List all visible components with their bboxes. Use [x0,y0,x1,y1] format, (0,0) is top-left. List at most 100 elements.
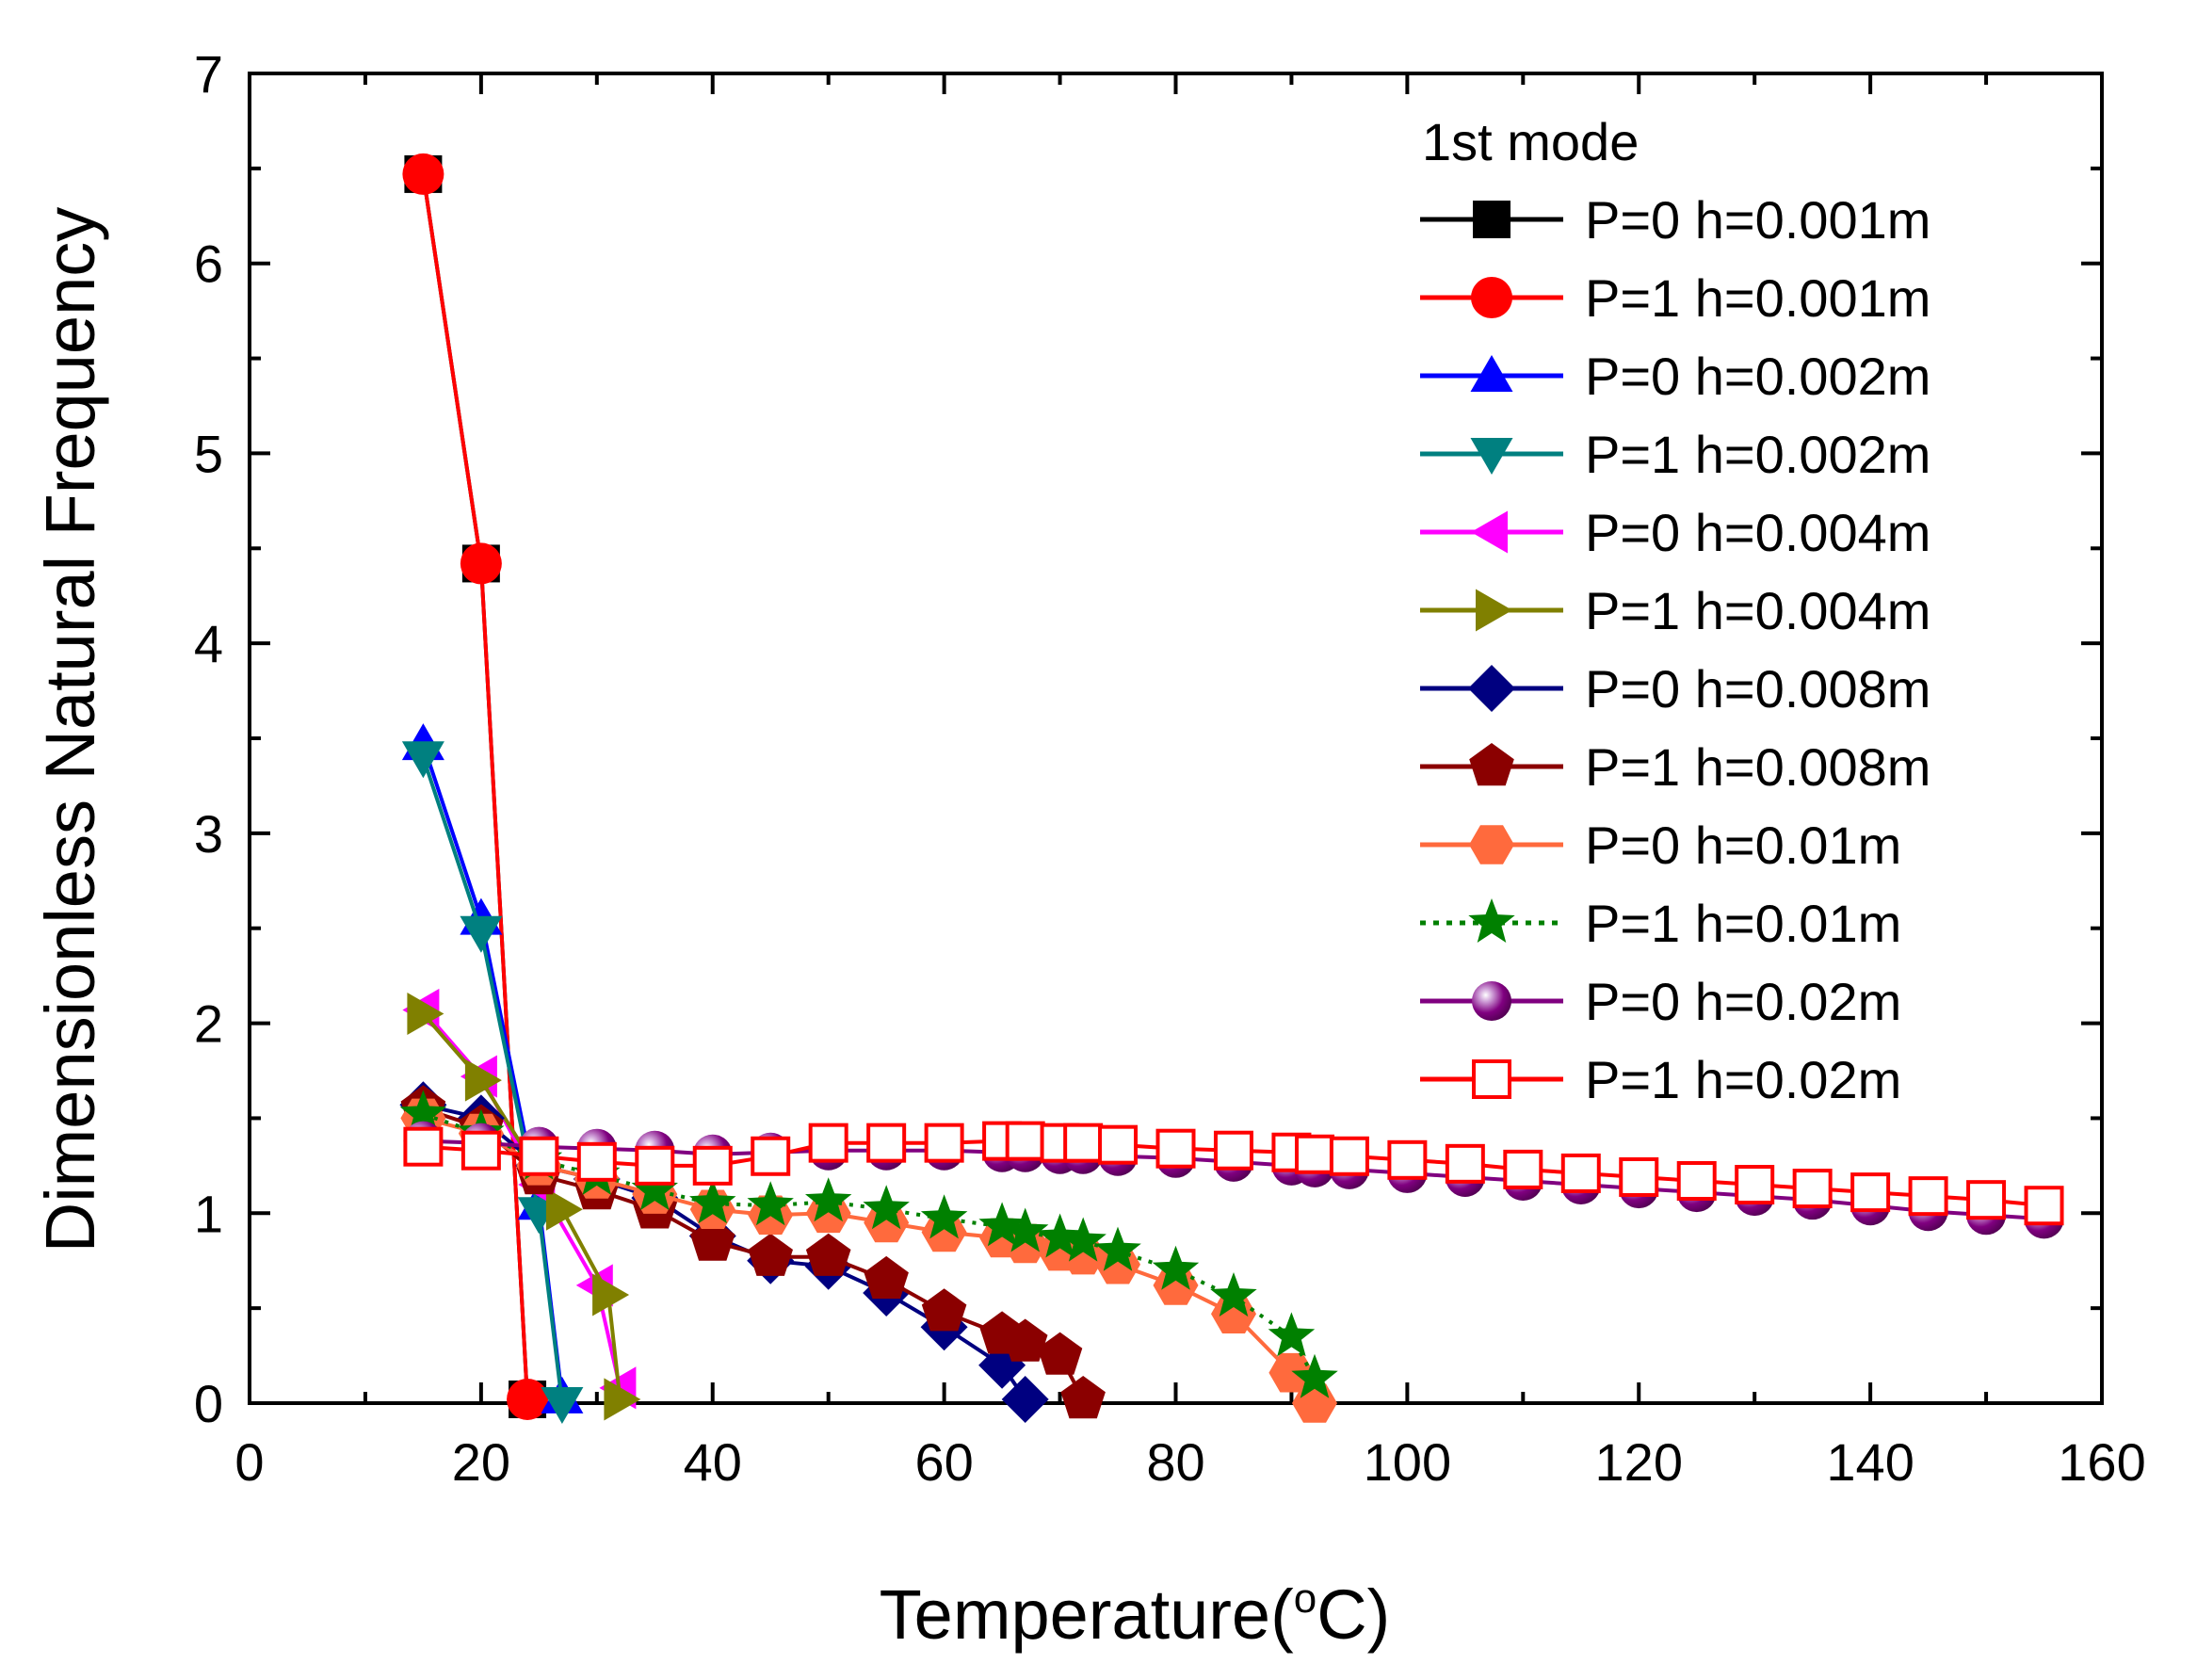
data-point [1908,1176,1948,1217]
data-point [978,1202,1026,1247]
x-axis-title-degree: o [1294,1575,1317,1622]
data-point [1002,1207,1049,1252]
x-axis-title: Temperature(oC) [880,1575,1391,1654]
data-point [1037,1332,1083,1375]
y-tick-label: 6 [194,234,223,294]
y-tick-label: 0 [194,1374,223,1433]
legend-label: P=0 h=0.002m [1585,347,1930,406]
legend-entry: P=1 h=0.02m [1420,1050,1901,1109]
data-point [1210,1272,1257,1317]
data-point [689,1179,736,1224]
legend-entry: P=0 h=0.008m [1420,659,1930,719]
data-point [1295,1134,1335,1174]
data-point [545,1187,583,1231]
data-point [921,1288,967,1332]
data-point [1036,1213,1084,1258]
legend-label: P=0 h=0.01m [1585,816,1901,875]
data-point [747,1181,794,1226]
data-point [866,1123,907,1163]
legend-entry: P=1 h=0.001m [1420,268,1930,328]
legend-marker [1472,981,1511,1021]
x-tick-label: 120 [1595,1432,1683,1492]
x-tick-label: 80 [1146,1432,1204,1492]
data-point [403,1126,444,1167]
series-5 [407,993,641,1421]
legend-label: P=1 h=0.002m [1585,425,1930,484]
data-point [1213,1130,1253,1171]
data-point [1850,1172,1891,1213]
series-0 [404,154,547,1418]
data-point [864,1203,910,1243]
legend-title: 1st mode [1422,112,1639,171]
x-tick-label: 20 [452,1432,510,1492]
legend-label: P=1 h=0.001m [1585,268,1930,328]
x-tick-label: 60 [914,1432,973,1492]
data-point [604,1378,641,1421]
legend-label: P=0 h=0.004m [1585,503,1930,562]
legend-entry: P=1 h=0.004m [1420,581,1930,640]
y-tick-label: 1 [194,1184,223,1243]
data-point [460,915,503,953]
legend: 1st mode P=0 h=0.001m P=1 h=0.001m P=0 h=0.… [1420,112,1930,1109]
legend-label: P=0 h=0.001m [1585,190,1930,250]
legend-marker [1476,589,1512,632]
data-point [460,542,502,585]
legend-marker [1473,201,1510,238]
data-point [692,1145,733,1186]
legend-entry: P=1 h=0.008m [1420,737,1930,797]
data-point [401,741,444,779]
y-tick-label: 3 [194,804,223,864]
data-point [1966,1180,2007,1220]
data-point [1211,1294,1256,1333]
data-point [751,1136,791,1176]
y-tick-label: 2 [194,994,223,1054]
data-point [1059,1217,1107,1262]
x-tick-label: 40 [684,1432,742,1492]
data-point [805,1233,851,1276]
y-axis-title: Dimensionless Natural Frequency [31,207,109,1252]
data-point [1005,1121,1045,1161]
legend-entry: P=0 h=0.02m [1420,972,1901,1031]
legend-entry: P=0 h=0.002m [1420,347,1930,406]
legend-label: P=0 h=0.02m [1585,972,1901,1031]
legend-label: P=0 h=0.008m [1585,659,1930,719]
legend-label: P=1 h=0.02m [1585,1050,1901,1109]
data-point [1098,1124,1139,1165]
data-point [1291,1353,1338,1398]
data-point [1001,1376,1049,1423]
legend-marker [1471,510,1508,554]
series-layer [399,153,2064,1424]
data-point [1155,1128,1196,1169]
data-point [402,153,444,195]
data-point [1268,1312,1316,1357]
data-point [576,1141,617,1182]
data-point [399,1090,447,1135]
x-tick-label: 0 [234,1432,264,1492]
legend-entry: P=1 h=0.002m [1420,425,1930,484]
data-point [864,1255,909,1300]
data-point [1153,1266,1199,1305]
series-11 [403,1121,2064,1226]
legend-entry: P=1 h=0.01m [1420,894,1901,953]
legend-label: P=1 h=0.004m [1585,581,1930,640]
data-point [924,1123,964,1163]
legend-label: P=1 h=0.01m [1585,894,1901,953]
data-point [592,1273,630,1317]
data-point [407,993,444,1035]
y-tick-label: 4 [194,614,223,673]
data-point [1560,1153,1601,1193]
data-point [1268,1352,1315,1393]
data-point [805,1177,852,1222]
x-axis-title-text: Temperature( [880,1575,1294,1654]
data-point [1387,1139,1428,1180]
legend-entry: P=0 h=0.001m [1420,190,1930,250]
data-point [464,1058,502,1102]
data-point [1094,1226,1141,1271]
x-tick-label: 140 [1826,1432,1914,1492]
data-point [1619,1156,1659,1197]
x-tick-label: 100 [1364,1432,1451,1492]
data-point [1503,1149,1543,1189]
legend-marker [1470,438,1513,475]
legend-marker [1471,277,1512,318]
data-point [1060,1376,1106,1419]
